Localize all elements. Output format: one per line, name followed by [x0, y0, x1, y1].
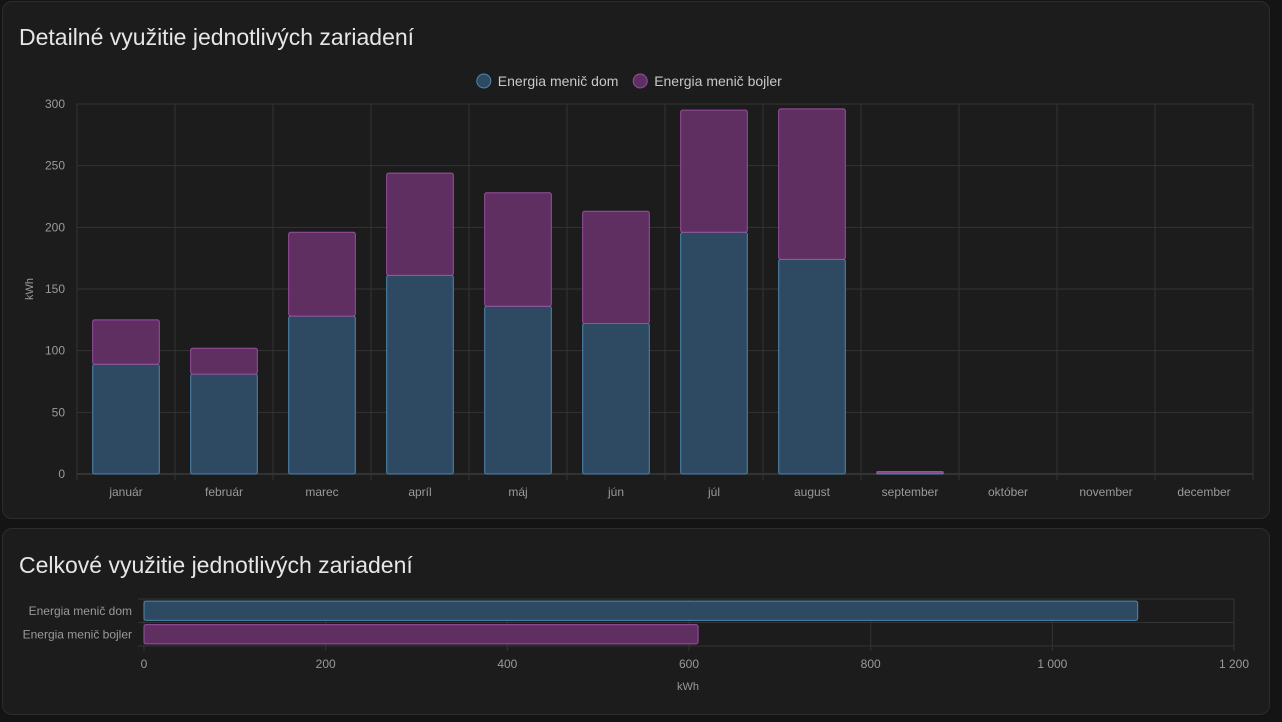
bar-energia-menic-bojler-august[interactable]: [778, 108, 846, 260]
y-tick-label: 200: [45, 220, 65, 234]
x-tick-label: jún: [607, 485, 624, 499]
x-tick-label: december: [1177, 485, 1230, 499]
legend-item-energia-menic-bojler[interactable]: Energia menič bojler: [632, 73, 782, 89]
x-axis-title: kWh: [677, 681, 699, 693]
x-tick-label: 400: [497, 657, 517, 671]
bar-total-energia-menic-dom[interactable]: [143, 600, 1139, 621]
y-tick-label: 250: [45, 159, 65, 173]
total-usage-card: Celkové využitie jednotlivých zariadení: [2, 528, 1270, 715]
x-tick-label: február: [205, 485, 243, 499]
y-tick-label: Energia menič bojler: [23, 627, 132, 641]
monthly-usage-title: Detailné využitie jednotlivých zariadení: [19, 24, 415, 50]
x-tick-label: október: [988, 485, 1028, 499]
bar-energia-menic-bojler-jul[interactable]: [680, 109, 748, 233]
legend-item-energia-menic-dom[interactable]: Energia menič dom: [476, 73, 619, 89]
x-tick-label: máj: [508, 485, 527, 499]
x-tick-label: september: [882, 485, 939, 499]
x-tick-label: júl: [707, 485, 720, 499]
bar-energia-menic-bojler-april[interactable]: [386, 172, 454, 276]
x-tick-label: 600: [679, 657, 699, 671]
bar-energia-menic-bojler-september[interactable]: [876, 471, 944, 474]
y-tick-label: 150: [45, 282, 65, 296]
bar-energia-menic-bojler-maj[interactable]: [484, 192, 552, 307]
legend-swatch: [476, 73, 492, 89]
x-tick-label: 1 000: [1037, 657, 1067, 671]
bar-energia-menic-bojler-marec[interactable]: [288, 231, 356, 317]
x-tick-label: 1 200: [1219, 657, 1249, 671]
bar-energia-menic-bojler-jun[interactable]: [582, 210, 650, 325]
x-tick-label: 0: [141, 657, 148, 671]
total-usage-title: Celkové využitie jednotlivých zariadení: [19, 552, 413, 578]
y-axis-title: kWh: [24, 278, 36, 300]
y-tick-label: 300: [45, 97, 65, 111]
legend-label: Energia menič bojler: [654, 73, 782, 89]
x-tick-label: november: [1079, 485, 1132, 499]
x-tick-label: apríl: [408, 485, 431, 499]
x-tick-label: august: [794, 485, 831, 499]
x-tick-label: január: [108, 485, 142, 499]
y-tick-label: Energia menič dom: [29, 604, 132, 618]
x-tick-label: 800: [861, 657, 881, 671]
bar-energia-menic-bojler-januar[interactable]: [92, 319, 160, 365]
x-tick-label: marec: [305, 485, 338, 499]
y-tick-label: 0: [58, 467, 65, 481]
bar-total-energia-menic-bojler[interactable]: [143, 624, 699, 645]
x-tick-label: 200: [316, 657, 336, 671]
y-tick-label: 100: [45, 344, 65, 358]
legend-label: Energia menič dom: [498, 73, 619, 89]
legend-swatch: [632, 73, 648, 89]
bar-energia-menic-bojler-februar[interactable]: [190, 347, 258, 375]
y-tick-label: 50: [52, 405, 66, 419]
